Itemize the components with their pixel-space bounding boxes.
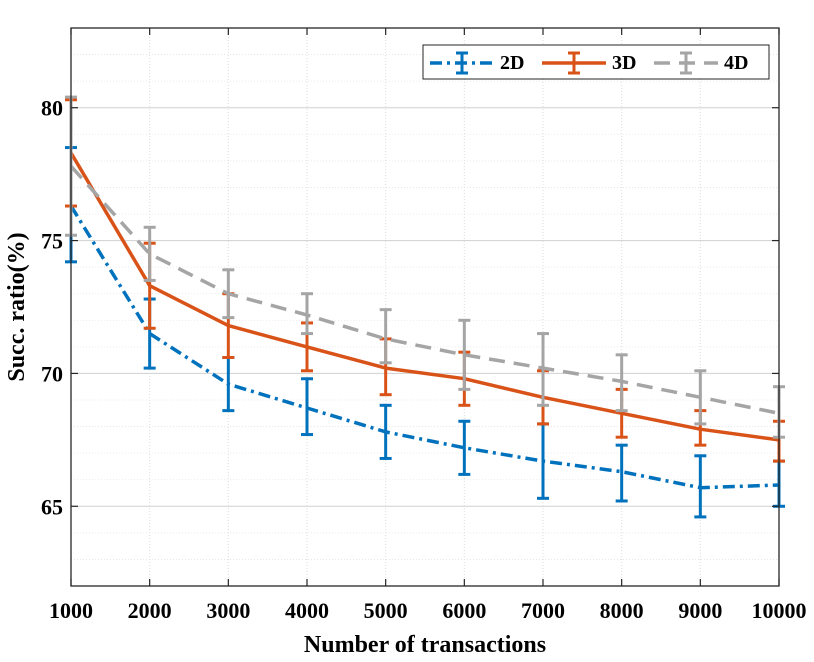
y-tick-label: 80 (41, 96, 63, 121)
series-2d (65, 146, 785, 519)
x-tick-label: 7000 (521, 598, 565, 623)
legend-sample-2d (430, 51, 494, 75)
x-axis-title: Number of transactions (304, 632, 546, 658)
x-tick-label: 2000 (128, 598, 172, 623)
legend-label-2d: 2D (500, 52, 524, 74)
series-layer (65, 95, 785, 519)
series-3d (65, 98, 785, 463)
x-tick-label: 8000 (600, 598, 644, 623)
x-tick-label: 6000 (442, 598, 486, 623)
x-tick-label: 9000 (678, 598, 722, 623)
x-tick-label: 5000 (364, 598, 408, 623)
legend: 2D 3D 4D (422, 44, 770, 80)
y-tick-label: 75 (41, 229, 63, 254)
plot-frame (70, 27, 780, 587)
axis-layer: 65 70 75 80 1000 2000 3000 4000 5000 6000 7000 8000… (41, 28, 807, 623)
legend-label-4d: 4D (724, 52, 748, 74)
series-line-4d (69, 165, 780, 416)
x-tick-label: 3000 (206, 598, 250, 623)
legend-label-3d: 3D (612, 52, 636, 74)
y-tick-label: 65 (41, 494, 63, 519)
y-tick-label: 70 (41, 361, 63, 386)
x-tick-label: 10000 (752, 598, 807, 623)
series-line-3d (69, 152, 780, 442)
grid (71, 27, 779, 587)
x-tick-label: 4000 (285, 598, 329, 623)
legend-sample-4d (654, 51, 718, 75)
y-axis-title: Succ. ratio(%) (4, 232, 30, 381)
legend-sample-3d (542, 51, 606, 75)
x-tick-label: 1000 (49, 598, 93, 623)
